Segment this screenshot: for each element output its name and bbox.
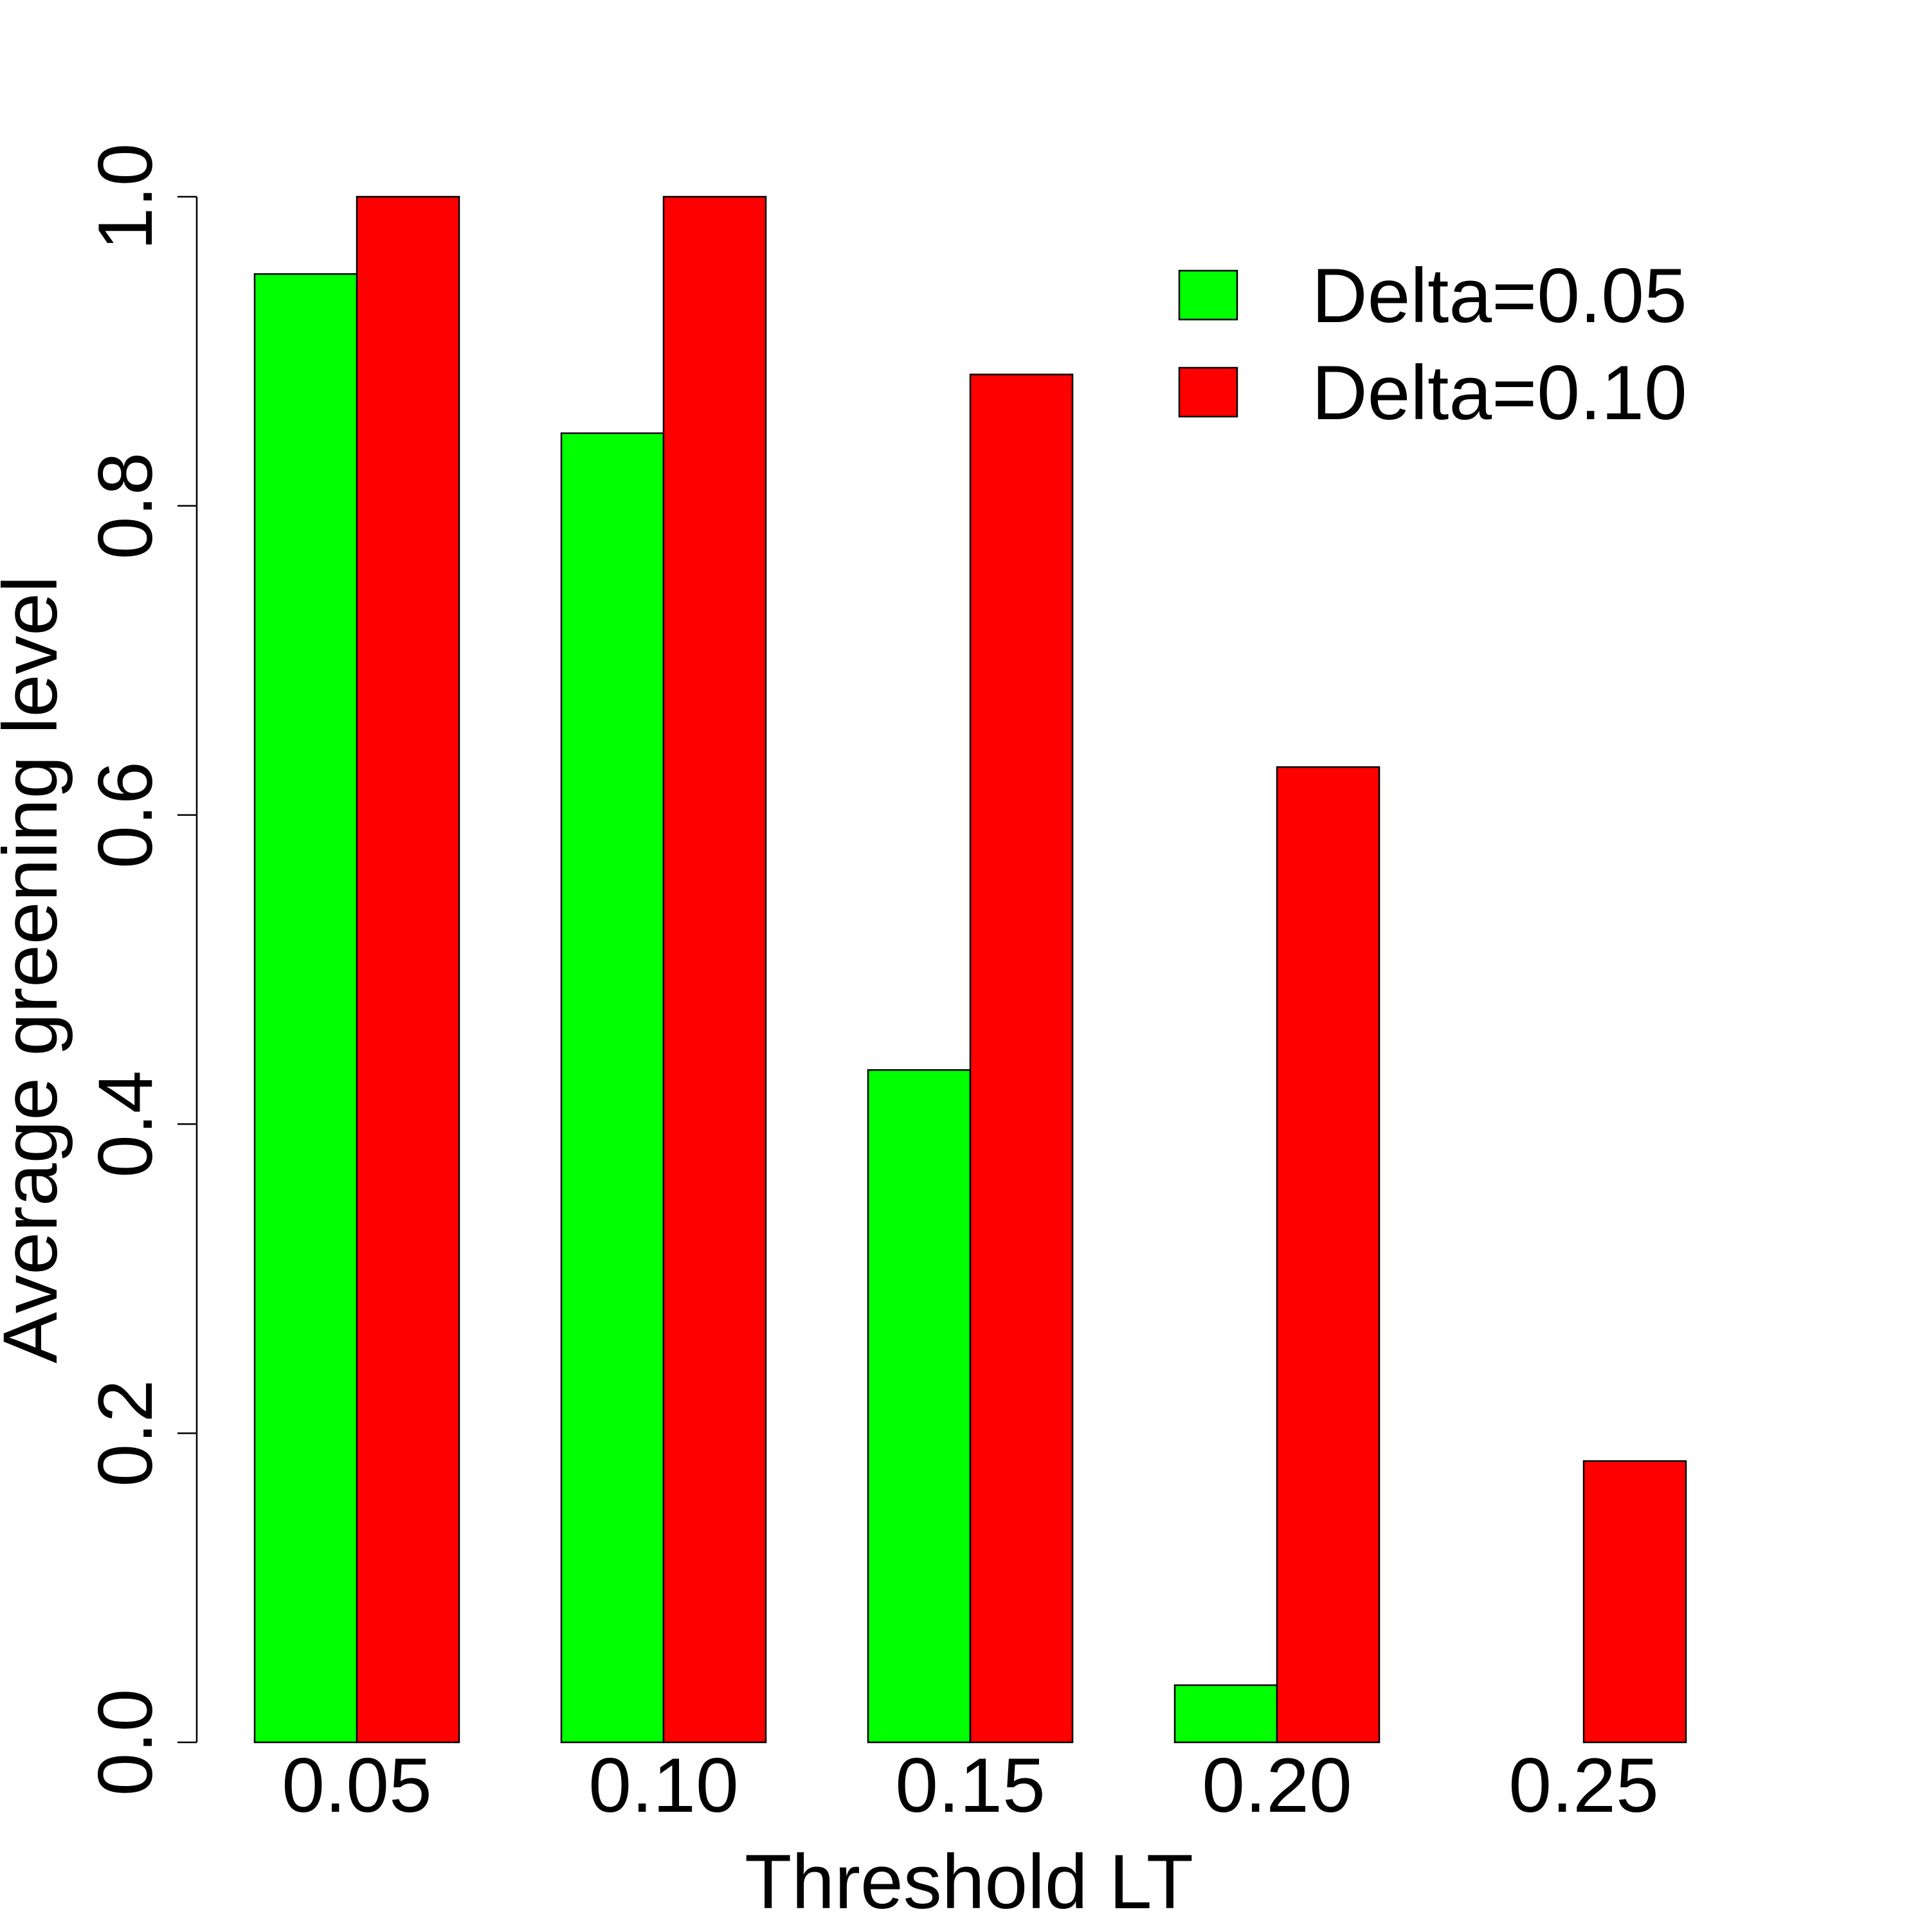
bar-delta-005-015	[867, 1069, 972, 1744]
bar-delta-005-020	[1173, 1684, 1278, 1744]
y-tick-label: 0.4	[82, 1070, 168, 1178]
bar-delta-010-015	[969, 374, 1074, 1744]
y-tick-label: 0.6	[82, 761, 168, 869]
legend-label-delta-005: Delta=0.05	[1312, 253, 1687, 339]
bar-delta-010-025	[1582, 1460, 1687, 1744]
legend-swatch-delta-010	[1178, 366, 1238, 418]
y-axis: 0.0 0.2 0.4 0.6 0.8 1.0	[82, 143, 198, 1796]
y-tick-label: 0.2	[82, 1380, 168, 1487]
x-tick-label: 0.25	[1508, 1742, 1659, 1828]
x-tick-label: 0.10	[588, 1742, 739, 1828]
legend-label-delta-010: Delta=0.10	[1312, 350, 1687, 436]
bar-delta-010-010	[662, 195, 767, 1744]
x-tick-label: 0.05	[282, 1742, 432, 1828]
x-axis: 0.05 0.10 0.15 0.20 0.25	[282, 1742, 1659, 1828]
bars-layer	[253, 195, 1687, 1744]
y-tick-label: 0.8	[82, 452, 168, 559]
bar-delta-005-005	[253, 273, 358, 1744]
x-axis-label: Threshold LT	[745, 1839, 1193, 1925]
bar-delta-010-020	[1276, 766, 1381, 1744]
legend-swatch-delta-005	[1178, 269, 1238, 321]
x-tick-label: 0.20	[1202, 1742, 1352, 1828]
y-axis-label: Average greening level	[0, 575, 73, 1363]
y-tick-label: 0.0	[82, 1689, 168, 1796]
x-tick-label: 0.15	[895, 1742, 1046, 1828]
bar-delta-010-005	[356, 195, 460, 1744]
y-tick-label: 1.0	[82, 143, 168, 251]
legend: Delta=0.05 Delta=0.10	[1178, 253, 1687, 436]
bar-delta-005-010	[560, 432, 665, 1744]
